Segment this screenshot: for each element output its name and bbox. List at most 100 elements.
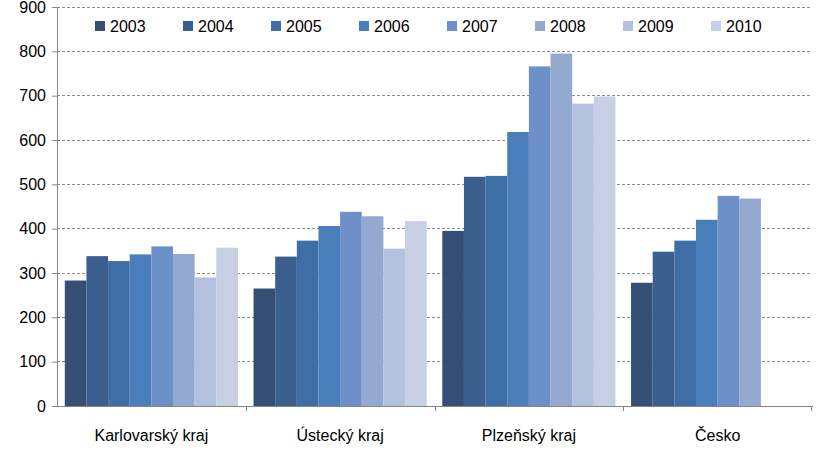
grid-line bbox=[57, 184, 812, 185]
bar bbox=[442, 231, 464, 406]
tick-label: 800 bbox=[19, 43, 46, 60]
tick: 200 bbox=[19, 309, 57, 326]
tick-mark bbox=[52, 184, 57, 185]
bar bbox=[275, 257, 297, 406]
tick-mark bbox=[52, 362, 57, 363]
legend-item: 2007 bbox=[447, 18, 498, 35]
legend-swatch bbox=[95, 21, 105, 31]
tick: 400 bbox=[19, 220, 57, 237]
series bbox=[195, 104, 594, 406]
chart: 0 100 200 300 400 500 600 700 800 900 Karlovarský … bbox=[0, 0, 817, 449]
category-label: Ústecký kraj bbox=[297, 426, 384, 444]
bar bbox=[340, 212, 362, 406]
legend-swatch bbox=[447, 21, 457, 31]
tick: 300 bbox=[19, 265, 57, 282]
bar bbox=[108, 261, 130, 406]
legend-swatch bbox=[183, 21, 193, 31]
bar bbox=[529, 66, 551, 406]
bar bbox=[405, 221, 427, 406]
tick-mark bbox=[52, 406, 57, 407]
legend-swatch bbox=[623, 21, 633, 31]
grid-line bbox=[57, 7, 812, 8]
tick: 900 bbox=[19, 0, 57, 16]
category-label: Karlovarský kraj bbox=[94, 427, 208, 444]
tick-mark bbox=[52, 140, 57, 141]
bar bbox=[718, 196, 740, 406]
legend-label: 2010 bbox=[726, 18, 762, 35]
legend-label: 2004 bbox=[198, 18, 234, 35]
tick-label: 700 bbox=[19, 87, 46, 104]
category-separator bbox=[246, 406, 247, 411]
tick: 100 bbox=[19, 353, 57, 370]
tick: 500 bbox=[19, 176, 57, 193]
tick-label: 100 bbox=[19, 353, 46, 370]
legend-item: 2010 bbox=[711, 18, 762, 35]
tick: Ústecký kraj bbox=[297, 406, 384, 444]
bar bbox=[486, 176, 508, 406]
legend-item: 2008 bbox=[535, 18, 586, 35]
legend-item: 2009 bbox=[623, 18, 674, 35]
legend: 2003 2004 2005 2006 2007 2008 2009 2010 bbox=[95, 18, 762, 35]
legend-item: 2004 bbox=[183, 18, 234, 35]
tick-label: 300 bbox=[19, 265, 46, 282]
tick: Karlovarský kraj bbox=[94, 406, 208, 444]
legend-label: 2009 bbox=[638, 18, 674, 35]
category-label: Česko bbox=[695, 426, 740, 444]
legend-swatch bbox=[535, 21, 545, 31]
tick-label: 200 bbox=[19, 309, 46, 326]
legend-label: 2007 bbox=[462, 18, 498, 35]
legend-swatch bbox=[359, 21, 369, 31]
bar bbox=[674, 241, 696, 406]
plot: 0 100 200 300 400 500 600 700 800 900 Karlovarský … bbox=[19, 0, 812, 444]
bar bbox=[594, 97, 616, 406]
series bbox=[130, 132, 718, 406]
grid-line bbox=[57, 51, 812, 52]
category-separator bbox=[811, 406, 812, 411]
tick: 800 bbox=[19, 43, 57, 60]
bar bbox=[195, 277, 217, 406]
tick: Plzeňský kraj bbox=[482, 406, 576, 444]
bar bbox=[173, 254, 195, 406]
category-label: Plzeňský kraj bbox=[482, 427, 576, 444]
tick: 600 bbox=[19, 132, 57, 149]
x-axis: Karlovarský kraj Ústecký kraj Plzeňský kra… bbox=[58, 406, 813, 444]
tick: 0 bbox=[37, 398, 57, 415]
tick-label: 500 bbox=[19, 176, 46, 193]
bar bbox=[696, 220, 718, 406]
grid bbox=[57, 7, 812, 406]
y-axis: 0 100 200 300 400 500 600 700 800 900 bbox=[19, 0, 57, 415]
bar bbox=[551, 54, 573, 406]
bar bbox=[631, 283, 653, 406]
bar bbox=[383, 249, 405, 406]
bar bbox=[507, 132, 529, 406]
legend-item: 2003 bbox=[95, 18, 146, 35]
legend-swatch bbox=[711, 21, 721, 31]
tick-label: 400 bbox=[19, 220, 46, 237]
tick-mark bbox=[52, 317, 57, 318]
legend-label: 2003 bbox=[110, 18, 146, 35]
tick-mark bbox=[52, 229, 57, 230]
series bbox=[216, 97, 615, 406]
bar bbox=[464, 177, 486, 406]
legend-label: 2005 bbox=[286, 18, 322, 35]
series bbox=[173, 54, 761, 406]
legend-label: 2006 bbox=[374, 18, 410, 35]
bar bbox=[318, 226, 340, 406]
tick-label: 600 bbox=[19, 132, 46, 149]
bars bbox=[65, 54, 761, 406]
series bbox=[151, 66, 739, 406]
bar bbox=[297, 241, 319, 406]
bar bbox=[65, 281, 87, 406]
legend-item: 2005 bbox=[271, 18, 322, 35]
bar bbox=[130, 254, 152, 406]
tick-mark bbox=[52, 96, 57, 97]
bar bbox=[254, 289, 276, 406]
bar bbox=[653, 252, 675, 406]
axis-line bbox=[52, 8, 58, 407]
bar bbox=[216, 248, 238, 406]
tick-label: 900 bbox=[19, 0, 46, 16]
bar bbox=[86, 256, 108, 406]
grid-line bbox=[57, 95, 812, 96]
legend-item: 2006 bbox=[359, 18, 410, 35]
tick-label: 0 bbox=[37, 398, 46, 415]
